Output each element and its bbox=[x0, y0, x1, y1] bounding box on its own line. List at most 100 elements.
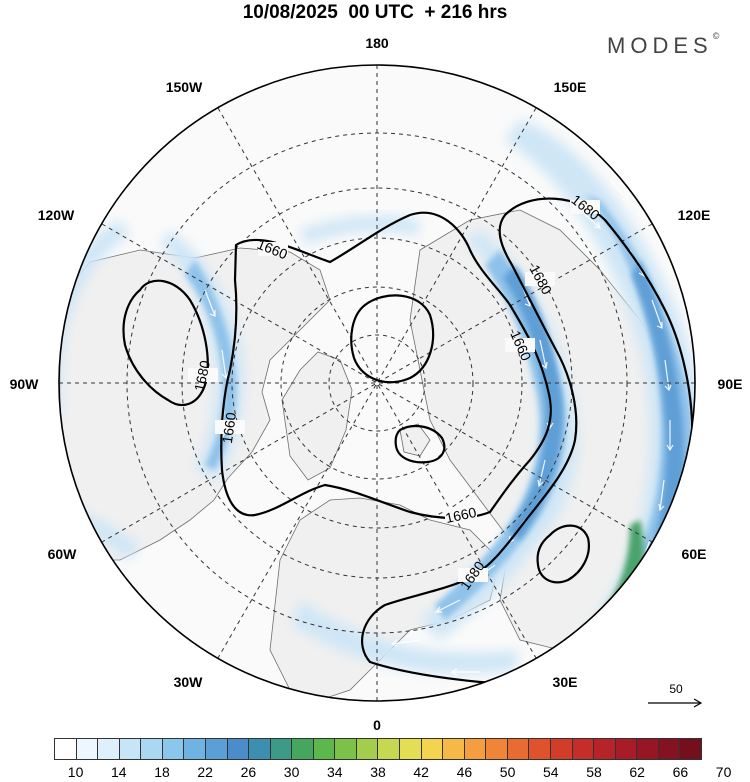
lon-label-150e: 150E bbox=[554, 79, 587, 95]
colorbar-swatch bbox=[335, 739, 357, 759]
lon-label-180: 180 bbox=[365, 35, 389, 51]
lon-label-150w: 150W bbox=[166, 79, 203, 95]
lon-label-60w: 60W bbox=[48, 546, 78, 562]
colorbar-swatch bbox=[529, 739, 551, 759]
reference-vector-label: 50 bbox=[669, 682, 683, 696]
lon-label-60e: 60E bbox=[682, 546, 707, 562]
lon-label-0: 0 bbox=[373, 717, 381, 733]
latitude-circle bbox=[280, 286, 474, 480]
colorbar-tick-label: 38 bbox=[370, 764, 386, 780]
colorbar-tick-label: 58 bbox=[586, 764, 602, 780]
lon-label-90e: 90E bbox=[718, 376, 743, 392]
colorbar-swatch bbox=[443, 739, 465, 759]
colorbar-swatch bbox=[270, 739, 293, 759]
logo-text: MODES bbox=[607, 33, 713, 58]
low-center-svalbard bbox=[394, 424, 446, 464]
colorbar-swatch bbox=[486, 739, 508, 759]
wind-arrow bbox=[574, 629, 601, 645]
wind-arrow bbox=[609, 179, 629, 201]
colorbar-swatch bbox=[313, 739, 336, 759]
jet-band-atlantic-light bbox=[292, 600, 520, 674]
colorbar-swatch bbox=[507, 739, 530, 759]
colorbar-tick-label: 62 bbox=[629, 764, 645, 780]
meridian-line bbox=[101, 223, 653, 543]
colorbar-swatch bbox=[615, 739, 638, 759]
colorbar-swatch bbox=[205, 739, 228, 759]
colorbar-swatch bbox=[421, 739, 444, 759]
wind-arrow bbox=[664, 359, 672, 392]
wind-arrow bbox=[434, 599, 461, 613]
latitude-circle bbox=[328, 334, 426, 432]
colorbar-swatch bbox=[594, 739, 616, 759]
colorbar-labels: 10 14 18 22 26 30 34 38 42 46 50 54 58 62 66 70 bbox=[0, 764, 750, 782]
colorbar-tick-label: 66 bbox=[672, 764, 689, 780]
contour-1660-main bbox=[220, 211, 552, 520]
wind-arrow bbox=[651, 299, 663, 329]
lon-label-30e: 30E bbox=[553, 674, 578, 690]
colorbar-tick-label: 42 bbox=[413, 764, 429, 780]
colorbar-swatch bbox=[378, 739, 400, 759]
wind-arrow bbox=[204, 289, 216, 317]
wind-arrow bbox=[666, 420, 674, 452]
colorbar-tick-label: 10 bbox=[67, 764, 84, 780]
contour-label: 1680 bbox=[191, 359, 213, 393]
colorbar-swatch bbox=[55, 739, 77, 759]
colorbar-tick-label: 22 bbox=[197, 764, 213, 780]
logo-mark: © bbox=[712, 31, 720, 41]
colorbar-swatch bbox=[400, 739, 422, 759]
longitude-labels: 180 150W 150E 120W 120E 90W 90E 60W 60E … bbox=[10, 35, 743, 733]
jet-band-north-light bbox=[300, 215, 420, 245]
colorbar-swatch bbox=[76, 739, 99, 759]
map-border bbox=[58, 64, 696, 702]
lon-label-120w: 120W bbox=[38, 207, 75, 223]
wind-arrow bbox=[450, 668, 480, 676]
colorbar-tick-label: 50 bbox=[499, 764, 516, 780]
modes-logo: MODES© bbox=[607, 31, 720, 59]
colorbar-tick-label: 26 bbox=[240, 764, 257, 780]
colorbar-tick-label: 14 bbox=[111, 764, 127, 780]
greenland-land bbox=[281, 351, 353, 481]
colorbar-swatch bbox=[141, 739, 163, 759]
meridian-line bbox=[217, 107, 537, 659]
height-contours bbox=[122, 197, 694, 684]
jet-max-east bbox=[590, 520, 644, 640]
wind-arrow bbox=[390, 639, 421, 647]
contour-label: 1660 bbox=[219, 411, 239, 444]
low-center-east bbox=[536, 524, 590, 584]
colorbar-tick-label: 54 bbox=[543, 764, 559, 780]
forecast-title: 10/08/2025 00 UTC + 216 hrs bbox=[242, 2, 508, 23]
lon-label-30w: 30W bbox=[174, 674, 204, 690]
colorbar-tick-label: 30 bbox=[283, 764, 300, 780]
colorbar-swatch bbox=[637, 739, 659, 759]
colorbar-swatch bbox=[292, 739, 314, 759]
wind-arrow bbox=[539, 339, 548, 370]
colorbar-swatch bbox=[98, 739, 120, 759]
colorbar-swatch bbox=[658, 739, 681, 759]
colorbar-swatch bbox=[249, 739, 271, 759]
meridian-line bbox=[217, 107, 537, 659]
colorbar-swatch bbox=[356, 739, 379, 759]
contour-1680-america bbox=[122, 279, 209, 407]
lon-label-120e: 120E bbox=[678, 207, 711, 223]
wind-arrow bbox=[537, 459, 546, 488]
colorbar-swatch bbox=[162, 739, 185, 759]
colorbar-swatch bbox=[550, 739, 573, 759]
colorbar-tick-label: 46 bbox=[456, 764, 473, 780]
colorbar-tick-label: 34 bbox=[327, 764, 343, 780]
colorbar-swatch bbox=[464, 739, 487, 759]
colorbar-swatch bbox=[184, 739, 206, 759]
contour-1680-asia bbox=[361, 197, 694, 684]
lon-label-90w: 90W bbox=[10, 376, 40, 392]
graticule bbox=[59, 65, 695, 701]
wind-speed-colorbar bbox=[54, 738, 702, 760]
meridian-line bbox=[101, 223, 653, 543]
colorbar-tick-label: 18 bbox=[154, 764, 170, 780]
contour-label: 1660 bbox=[444, 504, 478, 526]
colorbar-swatch bbox=[680, 739, 701, 759]
colorbar-swatch bbox=[227, 739, 250, 759]
reference-vector-arrow bbox=[648, 698, 703, 708]
wind-arrow bbox=[221, 349, 229, 380]
colorbar-swatch bbox=[119, 739, 142, 759]
